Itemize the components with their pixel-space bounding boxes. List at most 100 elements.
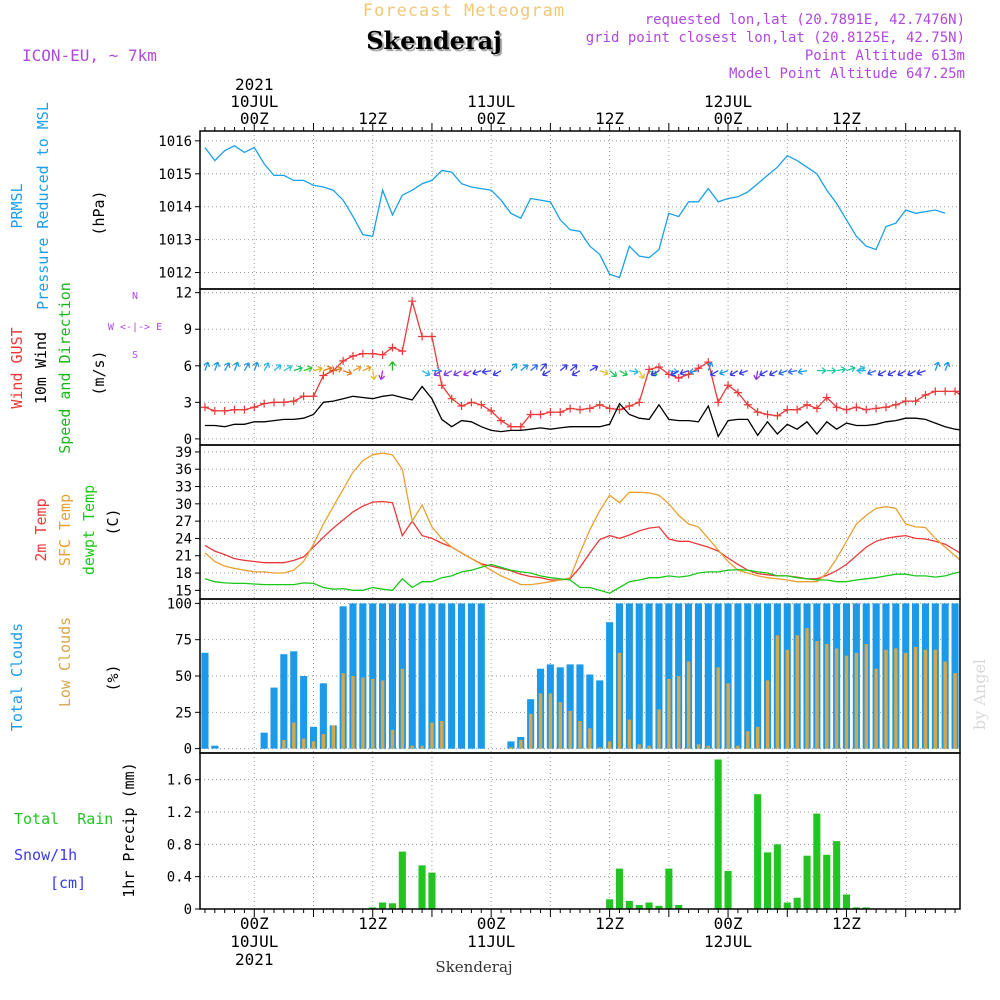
low-clouds-bar [321, 734, 326, 749]
gust-point [931, 387, 940, 396]
wind-arrow [313, 365, 323, 373]
compass-s: S [132, 350, 138, 361]
wind-arrow [203, 361, 211, 371]
point-altitude: Point Altitude 613m [805, 48, 965, 64]
rain-bar [388, 903, 396, 909]
gust-point [260, 399, 269, 408]
gust-point [941, 387, 950, 396]
y-tick-label: 0.4 [167, 870, 192, 886]
total-clouds-bar [418, 603, 426, 749]
gust-point [270, 398, 279, 407]
gust-point [319, 371, 328, 380]
wind-arrow [609, 370, 618, 378]
wind-arrow [530, 364, 539, 372]
total-clouds-bar [428, 603, 436, 749]
low-clouds-bar [637, 744, 641, 749]
wind-arrow [679, 369, 689, 376]
wind-arrow [463, 370, 472, 377]
total-clouds-bar [270, 687, 278, 749]
low-clouds-bar [765, 680, 770, 749]
wind-arrow [729, 370, 739, 377]
watermark: by Angel [970, 659, 989, 730]
gust-point [250, 403, 259, 412]
y-tick-label: 24 [175, 531, 192, 547]
low-clouds-bar [509, 747, 513, 749]
temp-label-sfc: SFC Temp [56, 494, 74, 566]
low-clouds-bar [627, 719, 632, 749]
series-line-wind-gust [204, 301, 960, 428]
rain-bar [665, 868, 673, 909]
temp-label-2m: 2m Temp [32, 498, 50, 561]
bottom-time-label: 2021 [235, 950, 274, 969]
y-tick-label: 1012 [158, 266, 192, 282]
top-time-label: 12Z [832, 109, 861, 128]
gust-point [506, 422, 515, 431]
gust-point [684, 370, 693, 379]
total-clouds-bar [300, 676, 308, 749]
total-clouds-bar [625, 603, 633, 749]
total-clouds-bar [645, 603, 653, 749]
gust-point [763, 410, 772, 419]
low-clouds-bar [756, 726, 760, 749]
y-tick-label: 0.8 [167, 837, 192, 853]
total-clouds-bar [211, 745, 219, 749]
gust-point [546, 408, 555, 417]
y-tick-label: 12 [175, 286, 192, 302]
wind-arrow [243, 362, 251, 371]
gust-point [408, 297, 417, 306]
pressure-frame [199, 130, 961, 290]
y-tick-label: 6 [184, 359, 192, 375]
total-clouds-bar [754, 603, 762, 749]
low-clouds-bar [993, 680, 996, 748]
rain-bar [793, 897, 801, 909]
precip-frame [199, 752, 961, 910]
gust-point [576, 405, 584, 414]
wind-arrow [689, 368, 699, 376]
wind-arrow [481, 368, 492, 376]
low-clouds-bar [331, 725, 335, 749]
total-clouds-bar [635, 603, 643, 749]
y-tick-label: 9 [184, 322, 192, 338]
bottom-time-label: 11JUL [467, 932, 515, 951]
wind-arrow [362, 365, 372, 372]
low-clouds-bar [834, 648, 839, 749]
gust-point [299, 392, 308, 401]
wind-arrow [797, 368, 808, 376]
gridpoint-coords: grid point closest lon,lat (20.8125E, 42… [586, 30, 965, 46]
top-time-label: 00Z [240, 109, 269, 128]
y-tick-label: 0 [184, 742, 192, 758]
low-clouds-bar [302, 738, 306, 749]
low-clouds-bar [390, 729, 395, 749]
wind-arrow [224, 362, 231, 371]
wind-arrow [867, 369, 877, 376]
gust-point [437, 381, 446, 390]
y-tick-label: 0 [184, 432, 192, 448]
y-tick-label: 27 [175, 514, 192, 530]
temp-unit: (C) [104, 508, 122, 535]
wind-arrow [589, 364, 599, 372]
wind-arrow [907, 370, 916, 377]
low-clouds-bar [686, 661, 691, 749]
y-tick-label: 75 [175, 633, 192, 649]
low-clouds-bar [953, 673, 957, 749]
total-clouds-bar [704, 603, 712, 749]
wind-arrow [213, 361, 220, 371]
low-clouds-bar [548, 693, 553, 749]
top-time-label: 12Z [358, 109, 387, 128]
wind-arrow [352, 365, 362, 372]
gust-point [427, 332, 436, 341]
low-clouds-bar [805, 628, 809, 749]
clouds-panel: 0 25 50 75 100 [167, 596, 996, 758]
total-clouds-bar [507, 741, 515, 749]
low-clouds-bar [864, 644, 868, 749]
gust-point [654, 363, 663, 371]
series-line-prmsl [204, 145, 946, 279]
wind-arrow [706, 361, 714, 371]
total-clouds-bar [694, 603, 702, 749]
gust-point [398, 347, 407, 356]
total-clouds-bar [655, 603, 663, 749]
precip-unit: 1hr Precip (mm) [120, 762, 138, 897]
footer-station: Skenderaj [435, 958, 512, 976]
